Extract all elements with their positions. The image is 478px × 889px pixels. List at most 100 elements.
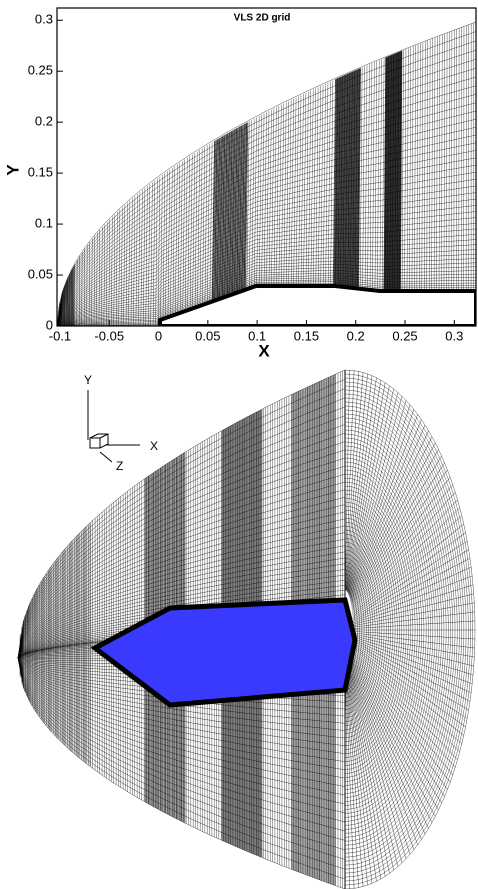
mesh-line (432, 39, 433, 291)
mesh-line (262, 114, 264, 286)
mesh-line (311, 89, 313, 286)
mesh-line (451, 31, 452, 291)
mesh-line (264, 112, 266, 286)
mesh-line (350, 662, 425, 835)
mesh-line (363, 66, 365, 289)
triad-x-label: X (150, 439, 158, 453)
mesh-line (259, 115, 261, 286)
mesh-line (380, 59, 382, 291)
mesh-line (274, 107, 276, 286)
triad-z-label: Z (116, 459, 123, 473)
mesh-line (308, 91, 310, 286)
y-tick-label: 0.15 (28, 165, 53, 180)
mesh-line (345, 434, 440, 825)
mesh-line (441, 35, 442, 291)
x-tick-label: 0 (155, 328, 162, 343)
page: {"chart_data": {"type": "mesh", "title":… (0, 0, 478, 889)
mesh-line (368, 64, 370, 289)
mesh-line (446, 33, 447, 291)
x-axis-label: X (258, 341, 270, 360)
mesh-line (331, 80, 333, 286)
triad-cube (90, 434, 108, 448)
mesh-line (303, 93, 305, 286)
mesh-line (289, 100, 291, 286)
mesh-line (351, 456, 442, 603)
mesh-line (276, 106, 278, 286)
triad-y-label: Y (84, 373, 92, 387)
mesh-line (419, 43, 420, 291)
mesh-line (353, 550, 469, 618)
mesh-line (269, 110, 271, 286)
x-tick-label: -0.05 (94, 328, 124, 343)
mesh-line (417, 44, 418, 291)
mesh-line (407, 48, 408, 291)
y-tick-label: 0.3 (35, 12, 53, 27)
mesh-line (424, 41, 425, 291)
mesh-line (267, 111, 270, 286)
mesh-line (347, 378, 377, 591)
mesh-line (370, 63, 372, 290)
mesh-line (328, 81, 330, 286)
x-tick-label: 0.3 (445, 328, 463, 343)
mesh-line (321, 85, 323, 286)
mesh-line (345, 442, 435, 817)
mesh-line (286, 101, 288, 286)
axes-triad: Y X Z (84, 373, 158, 473)
mesh-line (271, 109, 273, 286)
mesh-line (437, 37, 438, 291)
mesh-line (345, 426, 444, 833)
mesh-line (313, 88, 315, 286)
mesh-line (348, 667, 394, 870)
mesh-line (372, 62, 374, 290)
y-axis-label: Y (3, 164, 22, 176)
mesh-line (352, 524, 463, 613)
chart-title: VLS 2D grid (234, 13, 291, 24)
mesh-line (284, 102, 286, 286)
mesh-line (352, 645, 465, 727)
y-tick-label: 0 (46, 317, 53, 332)
mesh-line (318, 86, 320, 286)
mesh-line (306, 92, 308, 286)
mesh-line (296, 96, 298, 286)
mesh-line (326, 83, 328, 286)
mesh-line (422, 42, 423, 291)
mesh-line (365, 65, 367, 289)
mesh-line (348, 389, 394, 593)
y-tick-label: 0.25 (28, 63, 53, 78)
mesh-line (439, 36, 440, 291)
mesh-line (352, 646, 463, 735)
mesh-line (294, 98, 296, 286)
mesh-line (429, 39, 430, 291)
mesh-line (345, 462, 424, 797)
mesh-line (316, 87, 318, 286)
mesh-line (352, 533, 465, 615)
mesh-line (444, 34, 445, 291)
mesh-line (351, 463, 444, 604)
mesh-line (349, 664, 414, 850)
mesh-line (449, 32, 450, 291)
body-3d (95, 600, 355, 705)
mesh-line (345, 438, 437, 821)
mesh-line (402, 50, 403, 291)
x-tick-label: 0.05 (195, 328, 220, 343)
mesh-line (454, 30, 455, 291)
mesh-line (345, 370, 349, 590)
mesh-line (345, 670, 349, 889)
mesh-line (301, 94, 303, 286)
mesh-line (352, 651, 455, 767)
mesh-line (409, 47, 410, 291)
mesh-line (434, 38, 435, 291)
figure: VLS 2D grid X Y Y X Z -0.1-0.0500.050.10… (0, 0, 478, 889)
mesh-line (377, 60, 379, 291)
grid-3d (18, 370, 475, 889)
mesh-line (350, 425, 425, 598)
mesh-line (353, 642, 469, 710)
mesh-line (405, 49, 406, 291)
mesh-line (352, 492, 455, 609)
mesh-line (257, 116, 259, 286)
mesh-line (346, 371, 359, 590)
grid-2d (57, 22, 476, 326)
y-tick-label: 0.05 (28, 266, 53, 281)
x-tick-label: 0.15 (294, 328, 319, 343)
y-tick-label: 0.1 (35, 216, 53, 231)
